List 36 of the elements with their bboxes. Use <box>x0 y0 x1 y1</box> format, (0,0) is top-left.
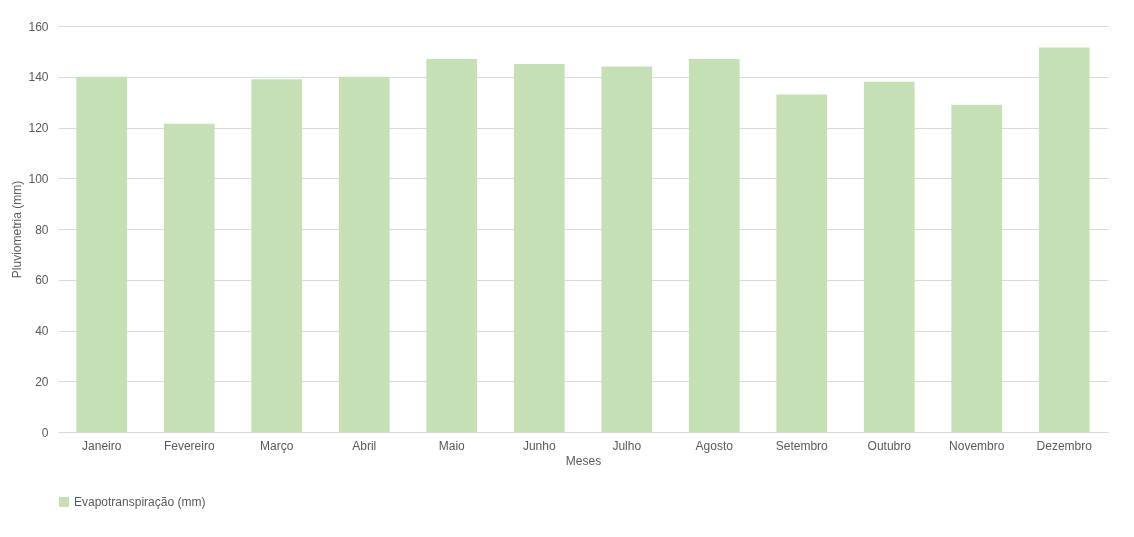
y-tick-label: 20 <box>35 374 49 389</box>
x-tick-label: Dezembro <box>1036 438 1093 453</box>
y-tick-label: 160 <box>28 19 49 34</box>
bar <box>513 64 565 432</box>
bar <box>688 58 740 432</box>
x-axis-title: Meses <box>565 453 602 468</box>
y-tick-label: 60 <box>35 273 49 288</box>
bar <box>951 104 1003 432</box>
y-tick-label: 140 <box>28 70 49 85</box>
bar <box>426 58 478 432</box>
y-tick-label: 40 <box>35 324 49 338</box>
x-tick-label: Outubro <box>867 438 912 453</box>
x-tick-label: Janeiro <box>82 438 122 453</box>
bar <box>163 123 215 432</box>
y-tick-label: 100 <box>28 171 49 186</box>
y-tick-label: 120 <box>28 121 49 135</box>
x-tick-label: Maio <box>438 438 466 453</box>
x-tick-label: Novembro <box>949 438 1005 453</box>
x-tick-label: Setembro <box>775 438 829 453</box>
x-tick-label: Março <box>260 438 294 453</box>
bar <box>776 94 828 432</box>
bar <box>76 76 128 432</box>
x-tick-label: Fevereiro <box>163 438 215 453</box>
y-tick-label: 0 <box>41 425 49 440</box>
bar <box>251 79 303 432</box>
legend-label: Evapotranspiração (mm) <box>74 495 206 509</box>
x-tick-label: Abril <box>352 438 377 453</box>
x-tick-label: Junho <box>522 438 556 453</box>
x-tick-label: Julho <box>612 438 642 453</box>
y-tick-label: 80 <box>35 222 49 237</box>
bar <box>1038 47 1090 432</box>
y-axis-title: Pluviometria (mm) <box>10 180 25 279</box>
bar <box>601 66 653 432</box>
bar <box>338 76 390 432</box>
bar <box>863 81 915 432</box>
x-tick-label: Agosto <box>695 438 734 453</box>
